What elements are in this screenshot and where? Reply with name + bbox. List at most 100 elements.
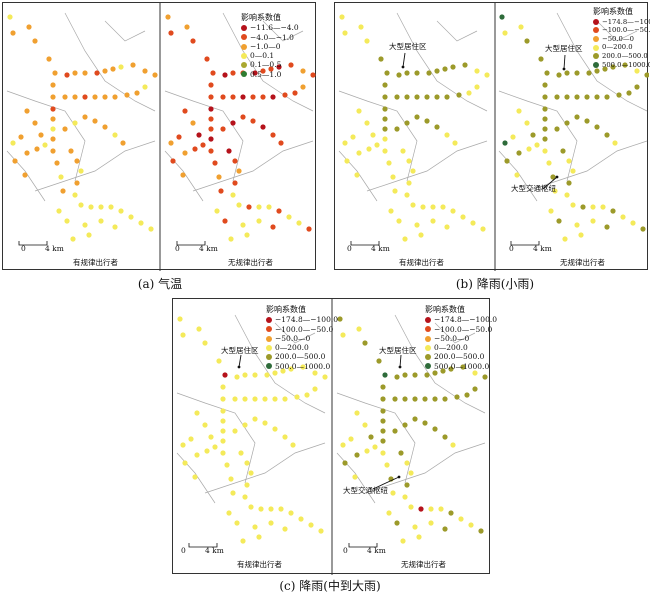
legend-c-right: 影响系数值 −174.8—−100.0 −100.0—−50.0 −50.0—0 0—… bbox=[425, 305, 497, 371]
station-point bbox=[108, 204, 114, 210]
annotation-arrowhead bbox=[401, 65, 405, 69]
station-point bbox=[548, 208, 554, 214]
station-point bbox=[252, 372, 258, 378]
station-point bbox=[442, 66, 448, 72]
station-point bbox=[64, 72, 70, 78]
station-point bbox=[444, 132, 450, 138]
legend-item: −174.8—−100.0 bbox=[266, 315, 338, 324]
station-point bbox=[72, 70, 78, 76]
station-point bbox=[226, 148, 232, 154]
station-point bbox=[204, 56, 210, 62]
station-point bbox=[268, 66, 274, 72]
station-point bbox=[298, 516, 304, 522]
legend-swatch bbox=[425, 335, 431, 342]
station-point bbox=[554, 126, 560, 132]
station-point bbox=[404, 460, 410, 466]
station-point bbox=[380, 408, 386, 414]
scale-zero: 0 bbox=[347, 244, 352, 253]
station-point bbox=[394, 126, 400, 132]
district-boundary bbox=[104, 20, 146, 42]
station-point bbox=[232, 428, 238, 434]
station-point bbox=[182, 150, 188, 156]
legend-title: 影响系数值 bbox=[266, 305, 306, 314]
station-point bbox=[366, 146, 372, 152]
station-point bbox=[176, 134, 182, 140]
station-point bbox=[364, 38, 370, 44]
subtitle-regular: 有规律出行者 bbox=[73, 258, 118, 267]
station-point bbox=[118, 64, 124, 70]
station-point bbox=[288, 510, 294, 516]
station-point bbox=[258, 506, 264, 512]
station-point bbox=[220, 94, 226, 100]
station-point bbox=[192, 474, 198, 480]
station-point bbox=[42, 142, 48, 148]
station-point bbox=[177, 316, 183, 322]
legend-item: 200.0—500.0 bbox=[425, 352, 497, 361]
annotation-residential: 大型居住区 bbox=[379, 346, 417, 355]
station-point bbox=[72, 120, 78, 126]
station-point bbox=[382, 148, 388, 154]
station-point bbox=[276, 64, 282, 70]
legend-b: 影响系数值 −174.8—−100.0−100.0—−50.0−50.0—00—… bbox=[593, 7, 650, 69]
station-point bbox=[392, 188, 398, 194]
station-point bbox=[50, 126, 56, 132]
station-point bbox=[220, 450, 226, 456]
station-point bbox=[165, 14, 171, 20]
scale-dist: 4 km bbox=[367, 546, 386, 555]
station-point bbox=[234, 520, 240, 526]
subtitle-irregular: 无规律出行者 bbox=[228, 258, 273, 267]
legend-swatch bbox=[593, 18, 599, 25]
station-point bbox=[86, 232, 92, 238]
station-point bbox=[370, 132, 376, 138]
station-point bbox=[222, 372, 228, 378]
station-point bbox=[24, 108, 30, 114]
district-boundary bbox=[366, 140, 488, 192]
station-point bbox=[394, 520, 400, 526]
station-point bbox=[382, 372, 388, 378]
legend-item: 200.0—500.0 bbox=[593, 52, 650, 61]
station-point bbox=[152, 72, 158, 78]
station-point bbox=[142, 84, 148, 90]
station-point bbox=[296, 220, 302, 226]
station-point bbox=[430, 204, 436, 210]
station-point bbox=[430, 218, 436, 224]
station-point bbox=[220, 438, 226, 444]
station-point bbox=[50, 94, 56, 100]
figure-b-panel: 影响系数值 −174.8—−100.0−100.0—−50.0−50.0—00—… bbox=[334, 2, 650, 271]
station-point bbox=[542, 82, 548, 88]
station-point bbox=[524, 120, 530, 126]
legend-swatch bbox=[425, 354, 431, 361]
figure-a-panel: 影响系数值 −11.6—−4.0 −4.0—−1.0 −1.0—0 0—0.1 0.1—… bbox=[2, 2, 316, 271]
station-point bbox=[10, 30, 16, 36]
station-point bbox=[510, 134, 516, 140]
station-point bbox=[208, 148, 214, 154]
station-point bbox=[112, 132, 118, 138]
station-point bbox=[578, 232, 584, 238]
station-point bbox=[288, 366, 294, 372]
station-point bbox=[88, 204, 94, 210]
legend-label: 500.0—1000.0 bbox=[275, 361, 331, 371]
station-point bbox=[356, 150, 362, 156]
station-point bbox=[526, 146, 532, 152]
station-point bbox=[434, 68, 440, 74]
legend-swatch bbox=[425, 344, 431, 351]
station-point bbox=[58, 174, 64, 180]
station-point bbox=[82, 94, 88, 100]
station-point bbox=[406, 180, 412, 186]
station-point bbox=[238, 450, 244, 456]
legend-label: 0—200.0 bbox=[275, 343, 309, 353]
legend-label: 200.0—500.0 bbox=[275, 352, 326, 362]
station-point bbox=[544, 70, 550, 76]
station-point bbox=[102, 68, 108, 74]
boundary-lines bbox=[498, 12, 648, 202]
station-point bbox=[586, 70, 592, 76]
station-point bbox=[216, 174, 222, 180]
station-point bbox=[382, 136, 388, 142]
station-point bbox=[72, 192, 78, 198]
station-point bbox=[308, 522, 314, 528]
scale-dist: 4 km bbox=[199, 244, 218, 253]
station-point bbox=[390, 490, 396, 496]
station-point bbox=[256, 204, 262, 210]
station-point bbox=[542, 94, 548, 100]
station-point bbox=[364, 120, 370, 126]
